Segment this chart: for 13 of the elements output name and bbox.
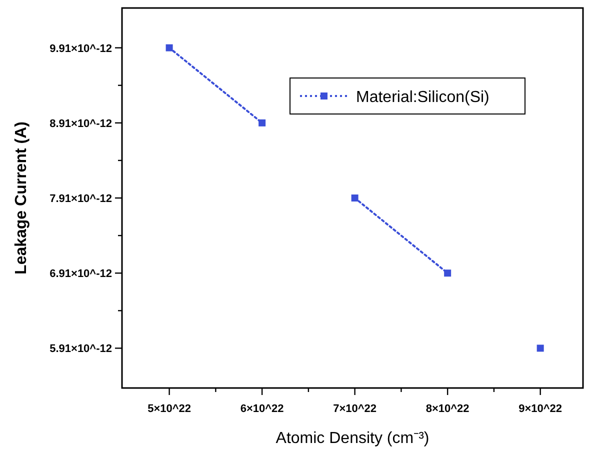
- x-tick-label: 8×10^22: [426, 403, 470, 415]
- x-tick-label: 6×10^22: [240, 403, 284, 415]
- y-axis-title: Leakage Current (A): [13, 122, 30, 274]
- y-tick-label: 7.91×10^-12: [50, 193, 112, 205]
- y-tick-label: 9.91×10^-12: [50, 42, 112, 55]
- x-axis-title: Atomic Density (cm⁻³): [276, 430, 430, 447]
- x-tick-label: 5×10^22: [148, 403, 192, 415]
- y-tick-label: 5.91×10^-12: [50, 343, 112, 356]
- y-tick-label: 8.91×10^-12: [50, 118, 112, 130]
- x-tick-label: 9×10^22: [518, 403, 562, 415]
- y-tick-label: 6.91×10^-12: [50, 268, 112, 280]
- legend-label: Material:Silicon(Si): [356, 89, 490, 106]
- x-tick-label: 7×10^22: [333, 403, 377, 415]
